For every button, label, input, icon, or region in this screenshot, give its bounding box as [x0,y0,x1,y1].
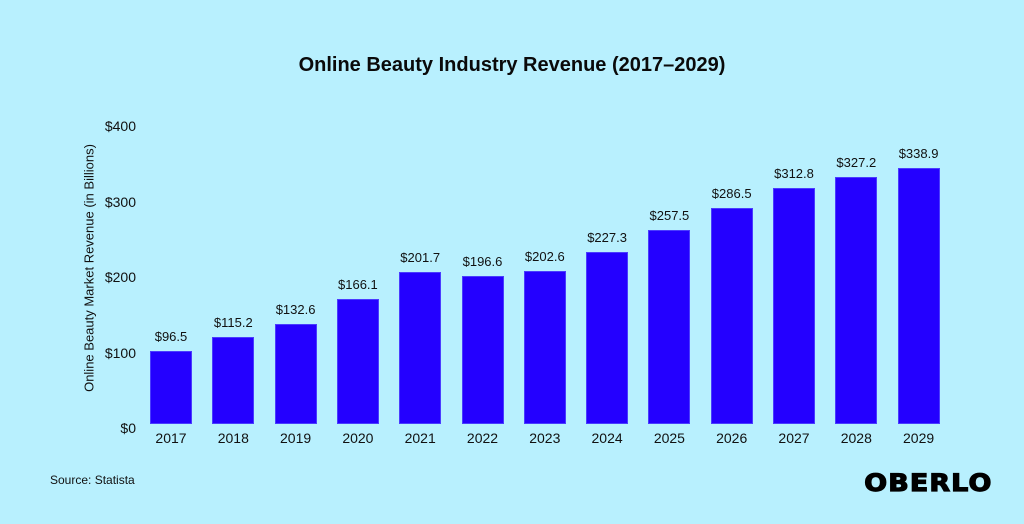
bar-2029 [897,168,940,424]
chart-title: Online Beauty Industry Revenue (2017–202… [298,54,726,76]
bar-value-label: $201.7 [400,249,441,265]
y-tick-label: $300 [104,193,136,210]
x-tick-label: 2019 [280,430,312,446]
bar-2019 [274,323,317,424]
bar-value-label: $312.8 [774,165,814,181]
bar-value-label: $257.5 [649,207,690,223]
y-tick-label: $200 [104,269,136,285]
source-note: Source: Statista [50,473,135,487]
y-tick-label: $400 [104,118,136,134]
bar-value-label: $96.5 [154,329,188,345]
bar-value-label: $338.9 [898,146,939,162]
bar-2022 [461,275,504,424]
x-tick-label: 2020 [342,430,374,446]
bar-2018 [212,337,255,424]
x-tick-label: 2024 [591,430,623,446]
x-tick-label: 2029 [903,430,935,446]
x-tick-label: 2022 [466,430,499,446]
bar-2025 [648,229,691,424]
x-tick-label: 2017 [155,430,187,446]
bar-2024 [586,252,629,424]
bar-2017 [150,351,192,424]
bar-2023 [523,271,566,424]
bar-value-label: $115.2 [213,315,253,331]
y-axis-label: Online Beauty Market Revenue (in Billion… [81,144,97,392]
x-tick-label: 2021 [404,430,436,446]
bar-value-label: $132.6 [275,301,316,317]
bar-2020 [336,298,379,424]
bar-2028 [835,176,878,424]
bar-value-label: $196.6 [462,253,503,269]
bar-value-label: $166.1 [338,276,378,292]
oberlo-logo: OBERLO [863,468,992,497]
bar-2027 [773,187,815,424]
x-tick-label: 2026 [716,430,748,446]
bar-value-label: $286.5 [711,185,752,201]
bar-value-label: $227.3 [587,230,627,246]
x-tick-label: 2028 [840,430,872,446]
bar-value-label: $327.2 [836,154,877,170]
x-tick-label: 2025 [653,430,685,446]
x-tick-label: 2018 [217,430,249,446]
bar-value-label: $202.6 [524,249,565,265]
y-tick-label: $100 [104,344,136,361]
x-tick-label: 2027 [778,430,810,446]
bar-2026 [710,207,753,424]
bar-2021 [399,271,442,424]
y-tick-label: $0 [120,420,136,436]
x-tick-label: 2023 [529,430,561,446]
